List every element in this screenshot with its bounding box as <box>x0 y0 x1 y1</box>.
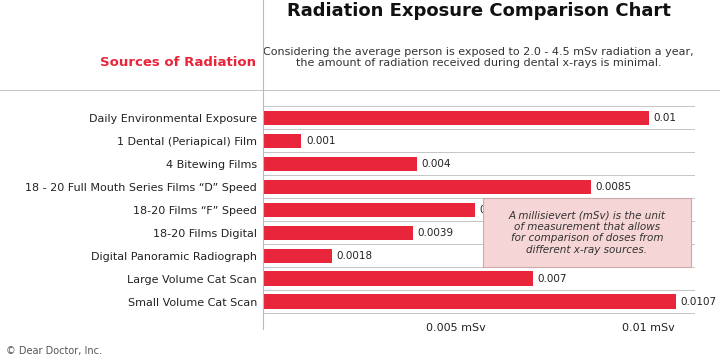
Bar <box>263 180 590 194</box>
Bar <box>263 203 475 217</box>
Text: © Dear Doctor, Inc.: © Dear Doctor, Inc. <box>6 346 102 356</box>
Text: 0.001: 0.001 <box>306 136 336 146</box>
Text: 0.007: 0.007 <box>537 274 567 284</box>
Text: 0.004: 0.004 <box>422 159 451 169</box>
Bar <box>263 271 533 286</box>
Text: Sources of Radiation: Sources of Radiation <box>99 57 256 69</box>
Bar <box>263 134 302 148</box>
Text: A millisievert (mSv) is the unit
of measurement that allows
for comparison of do: A millisievert (mSv) is the unit of meas… <box>508 210 665 255</box>
Text: 0.01: 0.01 <box>653 113 676 123</box>
Bar <box>263 294 675 309</box>
Text: 0.0107: 0.0107 <box>680 297 716 307</box>
Bar <box>263 248 332 263</box>
Text: 0.0018: 0.0018 <box>337 251 373 261</box>
Bar <box>263 226 413 240</box>
Text: 0.0039: 0.0039 <box>418 228 454 238</box>
Text: Radiation Exposure Comparison Chart: Radiation Exposure Comparison Chart <box>287 2 671 20</box>
Bar <box>263 157 417 171</box>
Bar <box>263 111 649 125</box>
Text: 0.0055: 0.0055 <box>480 205 516 215</box>
Text: 0.0085: 0.0085 <box>595 182 631 192</box>
Text: Considering the average person is exposed to 2.0 - 4.5 mSv radiation a year,
the: Considering the average person is expose… <box>264 47 694 68</box>
